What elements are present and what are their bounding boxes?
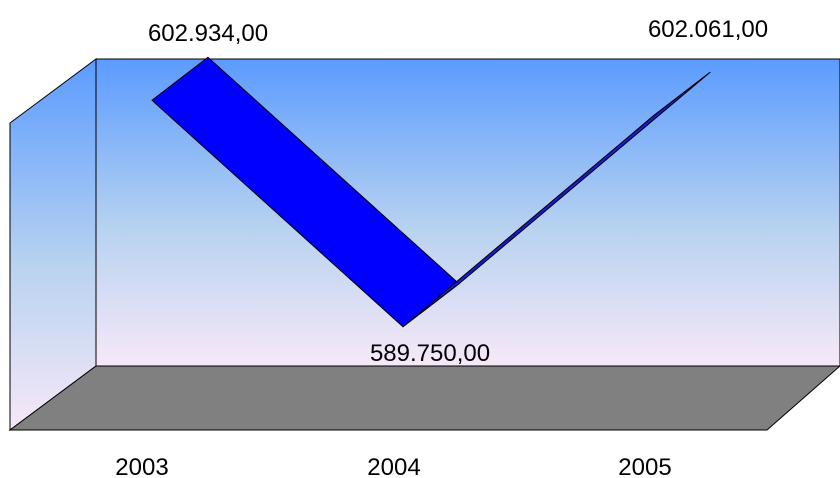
x-tick-label-2005: 2005 [618,454,671,478]
x-tick-label-2004: 2004 [367,454,420,478]
side-wall [9,58,97,431]
x-tick-label-2003: 2003 [115,454,168,478]
ribbon-segment [402,71,711,328]
floor [8,365,840,431]
data-label-2004: 589.750,00 [370,340,490,367]
data-label-2005: 602.061,00 [648,16,768,43]
data-label-2003: 602.934,00 [148,20,268,47]
series-ribbon [151,56,711,328]
